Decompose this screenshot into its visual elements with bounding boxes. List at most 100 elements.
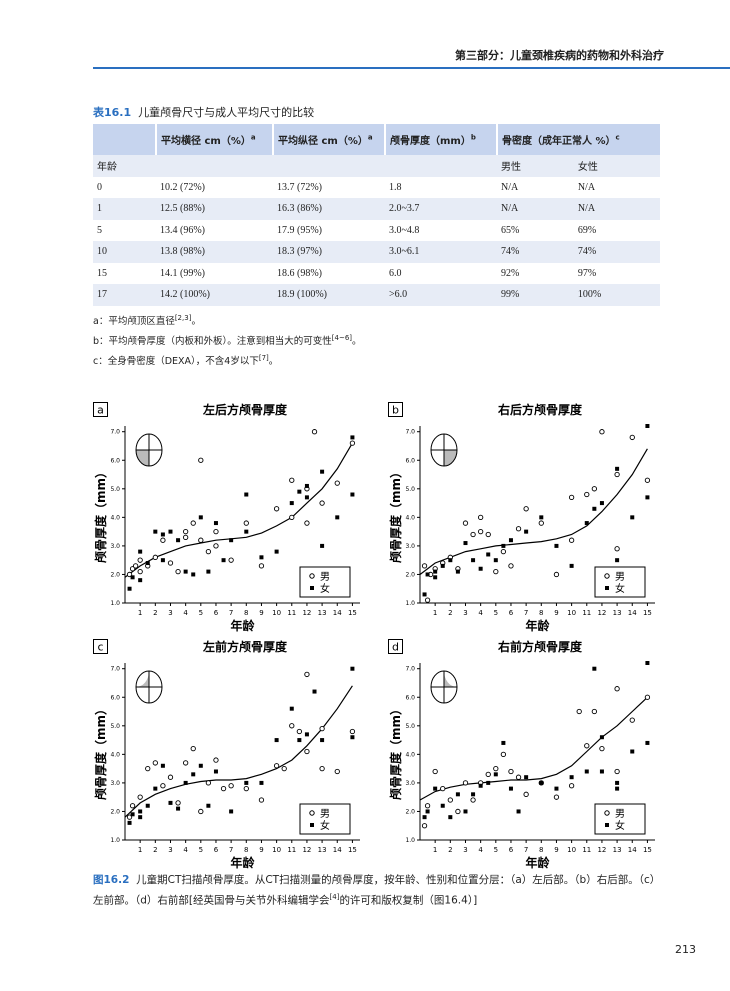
point-0 bbox=[470, 531, 476, 538]
legend-label: 女 bbox=[320, 819, 330, 832]
point-1 bbox=[213, 521, 218, 526]
header-row: 平均横径 cm（%）a 平均纵径 cm（%）a 颅骨厚度（mm）b 骨密度（成年正常人… bbox=[93, 124, 660, 155]
point-1 bbox=[183, 569, 188, 574]
legend-label: 女 bbox=[615, 819, 625, 832]
x-tick-label: 4 bbox=[183, 609, 188, 617]
x-tick-label: 12 bbox=[302, 846, 311, 854]
point-1 bbox=[191, 572, 196, 577]
point-0 bbox=[167, 560, 174, 566]
point-1 bbox=[183, 780, 188, 785]
point-1 bbox=[153, 529, 158, 534]
note: b：平均颅骨厚度（内板和外板）。注意到相当大的可变性[4~6]。 bbox=[93, 330, 362, 350]
cell: 12.5 (88%) bbox=[156, 198, 273, 220]
y-tick-label: 3.0 bbox=[110, 543, 120, 550]
point-0 bbox=[132, 563, 139, 569]
point-1 bbox=[138, 549, 143, 554]
point-0 bbox=[228, 783, 234, 789]
x-tick-label: 4 bbox=[478, 609, 483, 617]
point-0 bbox=[500, 751, 507, 758]
legend-marker bbox=[605, 823, 609, 827]
x-tick-label: 6 bbox=[214, 846, 219, 854]
point-1 bbox=[599, 501, 604, 506]
point-0 bbox=[334, 480, 340, 486]
note-text: 。 bbox=[352, 336, 362, 348]
point-0 bbox=[591, 486, 598, 492]
x-tick-label: 14 bbox=[628, 609, 637, 617]
x-tick-label: 10 bbox=[567, 846, 576, 854]
point-1 bbox=[455, 569, 460, 574]
point-0 bbox=[485, 531, 491, 538]
point-0 bbox=[568, 537, 575, 543]
point-1 bbox=[259, 555, 264, 560]
point-1 bbox=[176, 538, 181, 543]
x-tick-label: 5 bbox=[199, 846, 203, 854]
y-tick-label: 5.0 bbox=[110, 723, 120, 730]
y-tick-label: 6.0 bbox=[110, 694, 120, 701]
panel-box bbox=[93, 639, 108, 654]
point-1 bbox=[168, 529, 173, 534]
y-axis-label: 颅骨厚度（mm） bbox=[93, 466, 108, 563]
legend-marker bbox=[604, 573, 610, 579]
x-tick-label: 7 bbox=[524, 846, 528, 854]
x-tick-label: 2 bbox=[448, 609, 452, 617]
point-1 bbox=[615, 466, 620, 471]
point-1 bbox=[448, 815, 453, 820]
point-1 bbox=[463, 541, 468, 546]
point-1 bbox=[297, 738, 302, 743]
point-0 bbox=[198, 808, 204, 815]
header-note: a bbox=[250, 133, 256, 142]
x-tick-label: 1 bbox=[433, 846, 437, 854]
point-0 bbox=[538, 520, 544, 526]
point-1 bbox=[493, 558, 498, 563]
point-1 bbox=[471, 792, 476, 797]
point-0 bbox=[424, 803, 431, 809]
cell: 97% bbox=[577, 267, 597, 279]
panel-label: d bbox=[392, 641, 399, 654]
point-0 bbox=[629, 717, 635, 723]
x-tick-label: 15 bbox=[348, 609, 357, 617]
point-0 bbox=[198, 457, 204, 463]
x-tick-label: 3 bbox=[463, 609, 467, 617]
point-1 bbox=[569, 775, 574, 780]
y-tick-label: 1.0 bbox=[110, 837, 120, 844]
x-tick-label: 15 bbox=[643, 609, 652, 617]
cell: N/A bbox=[577, 181, 596, 193]
point-1 bbox=[425, 572, 430, 577]
point-1 bbox=[138, 809, 143, 814]
x-tick-label: 15 bbox=[348, 846, 357, 854]
point-0 bbox=[220, 785, 227, 792]
point-1 bbox=[130, 812, 135, 817]
point-1 bbox=[486, 780, 491, 785]
y-tick-label: 2.0 bbox=[110, 808, 120, 815]
point-1 bbox=[501, 740, 506, 745]
x-tick-label: 11 bbox=[287, 609, 296, 617]
point-1 bbox=[130, 575, 135, 580]
cell: 18.3 (97%) bbox=[273, 241, 385, 263]
row: 1 12.5 (88%) 16.3 (86%) 2.0~3.7 N/A N/A bbox=[93, 198, 660, 220]
x-tick-label: 2 bbox=[448, 846, 452, 854]
point-1 bbox=[524, 775, 529, 780]
header-text: 骨密度（成年正常人 %） bbox=[502, 136, 616, 147]
point-1 bbox=[645, 495, 650, 500]
header-note: a bbox=[367, 133, 373, 142]
y-tick-label: 5.0 bbox=[405, 723, 415, 730]
row: 0 10.2 (72%) 13.7 (72%) 1.8 N/A N/A bbox=[93, 177, 660, 199]
point-1 bbox=[630, 515, 635, 520]
table-notes: a：平均颅顶区直径[2,3]。 b：平均颅骨厚度（内板和外板）。注意到相当大的可变… bbox=[93, 310, 362, 370]
point-0 bbox=[447, 797, 453, 803]
point-0 bbox=[182, 534, 189, 540]
x-tick-label: 8 bbox=[539, 609, 543, 617]
point-1 bbox=[138, 815, 143, 820]
point-1 bbox=[433, 786, 438, 791]
cell: N/A bbox=[573, 198, 660, 220]
point-1 bbox=[229, 809, 234, 814]
point-0 bbox=[349, 440, 356, 446]
cell: 15 bbox=[97, 267, 107, 279]
x-tick-label: 13 bbox=[318, 846, 327, 854]
panel-label: b bbox=[392, 404, 399, 417]
point-0 bbox=[304, 671, 310, 678]
point-1 bbox=[440, 563, 445, 568]
